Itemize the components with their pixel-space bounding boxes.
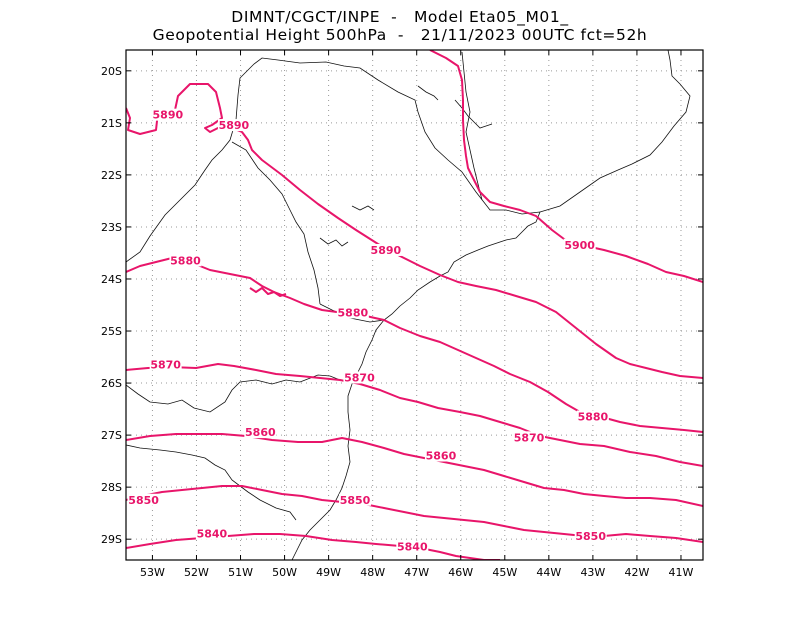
contour-label: 5900	[564, 239, 595, 252]
contour-label-backdrop	[244, 426, 277, 439]
contour-label-backdrop	[369, 243, 402, 256]
contour-5840	[126, 533, 500, 560]
lat-tick-label: 26S	[101, 377, 122, 390]
lat-tick-label: 29S	[101, 533, 122, 546]
contour-5870	[126, 363, 703, 467]
contour-label: 5850	[128, 494, 159, 507]
lat-tick-label: 24S	[101, 273, 122, 286]
lat-tick-label: 20S	[101, 65, 122, 78]
graticule	[126, 50, 703, 560]
axis-ticks	[126, 50, 703, 560]
lat-tick-label: 23S	[101, 221, 122, 234]
contour-5880-wiggle	[249, 287, 287, 297]
contour-label-backdrop	[343, 371, 376, 384]
contour-5860	[126, 433, 703, 507]
contour-label: 5840	[397, 541, 428, 554]
lon-tick-label: 48W	[360, 566, 385, 579]
state-boundary	[539, 50, 691, 213]
contour-label-backdrop	[149, 358, 182, 371]
contour-5890-north	[429, 50, 703, 283]
map-boundaries	[126, 50, 691, 560]
lake-outline	[319, 237, 349, 247]
contour-label-backdrop	[576, 410, 609, 423]
lat-tick-label: 27S	[101, 429, 122, 442]
lon-tick-label: 51W	[228, 566, 253, 579]
contour-label-backdrop	[574, 530, 607, 543]
lon-tick-label: 44W	[536, 566, 561, 579]
contour-label: 5890	[153, 109, 184, 122]
lake-outline	[351, 205, 375, 211]
contour-5890	[126, 83, 703, 379]
contour-5880	[126, 257, 703, 433]
lon-tick-label: 47W	[404, 566, 429, 579]
lon-tick-label: 50W	[272, 566, 297, 579]
contour-label-backdrop	[217, 119, 250, 132]
contour-label-backdrop	[339, 493, 372, 506]
contour-label: 5880	[170, 254, 201, 267]
contour-label: 5880	[338, 306, 369, 319]
contour-label-backdrop	[336, 306, 369, 319]
state-boundary	[231, 141, 321, 305]
contour-label: 5880	[578, 410, 609, 423]
contour-label: 5840	[197, 528, 228, 541]
lat-tick-label: 25S	[101, 325, 122, 338]
lon-tick-label: 53W	[140, 566, 165, 579]
map-frame	[125, 49, 704, 561]
contour-label-backdrop	[169, 254, 202, 267]
contour-label: 5870	[150, 358, 181, 371]
lon-tick-label: 41W	[669, 566, 694, 579]
lon-tick-label: 45W	[492, 566, 517, 579]
lat-tick-label: 28S	[101, 481, 122, 494]
river-outline	[454, 99, 493, 129]
contour-label-backdrop	[424, 449, 457, 462]
contour-label: 5860	[245, 426, 276, 439]
chart-title-line-1: DIMNT/CGCT/INPE - Model Eta05_M01_	[231, 8, 569, 26]
contour-labels: 5890 5890 5890 5900 5880 5880 5880 5870 5870 5870…	[127, 108, 609, 554]
contour-label-backdrop	[396, 540, 429, 553]
lon-tick-label: 52W	[184, 566, 209, 579]
contour-label-backdrop	[127, 493, 160, 506]
lon-tick-label: 43W	[580, 566, 605, 579]
contour-label: 5850	[340, 494, 371, 507]
contour-label: 5860	[426, 450, 457, 463]
lon-tick-label: 49W	[316, 566, 341, 579]
state-boundary	[461, 51, 483, 201]
coastline	[291, 211, 541, 560]
contour-label: 5870	[514, 431, 545, 444]
contour-label-backdrop	[151, 108, 184, 121]
contour-label-backdrop	[195, 527, 228, 540]
contour-label: 5870	[344, 371, 375, 384]
state-boundary	[126, 444, 297, 521]
lat-tick-label: 22S	[101, 169, 122, 182]
lake-outline	[417, 85, 439, 101]
contour-label-backdrop	[513, 431, 546, 444]
contour-label: 5890	[219, 119, 250, 132]
contour-label: 5850	[575, 530, 606, 543]
axis-tick-labels: 20S 21S 22S 23S 24S 25S 26S 27S 28S 29S 53W 52W 51W 5…	[101, 65, 694, 579]
lat-tick-label: 21S	[101, 117, 122, 130]
contour-label-backdrop	[563, 238, 596, 251]
state-boundary	[126, 374, 341, 413]
lon-tick-label: 46W	[448, 566, 473, 579]
state-boundary	[126, 57, 541, 263]
lon-tick-label: 42W	[624, 566, 649, 579]
contour-lines	[126, 50, 703, 560]
contour-label: 5890	[371, 244, 402, 257]
chart-title-line-2: Geopotential Height 500hPa - 21/11/2023 …	[152, 26, 648, 44]
